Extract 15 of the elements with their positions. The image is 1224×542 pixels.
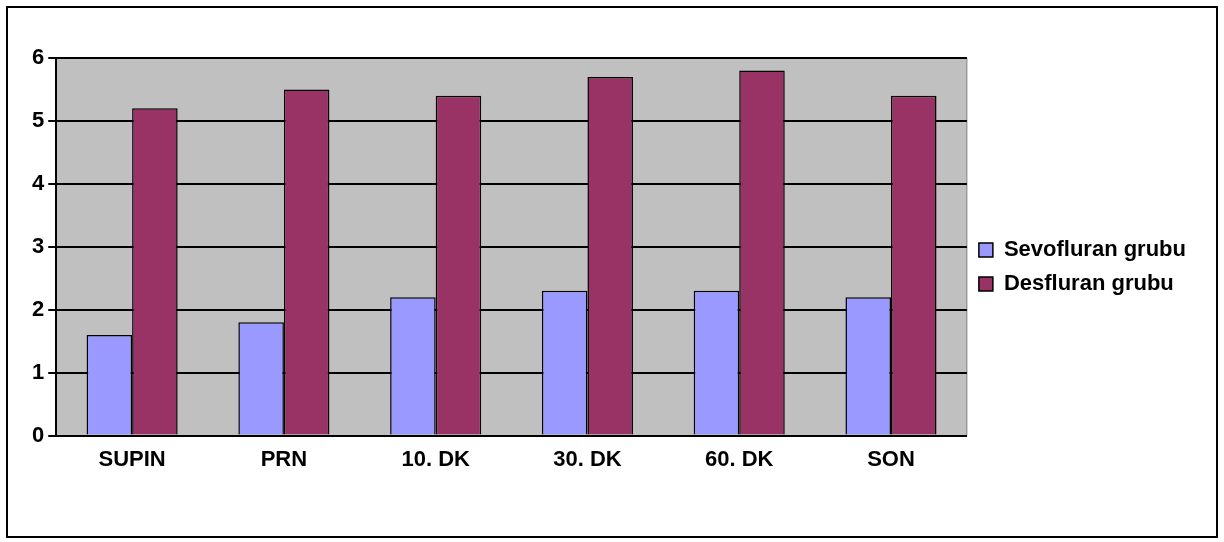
x-tick-label: SUPIN (98, 445, 166, 471)
y-tick-label: 3 (31, 232, 45, 258)
legend-label: Desfluran grubu (1003, 270, 1174, 296)
x-tick-label: 60. DK (704, 445, 774, 471)
y-tick-label: 2 (31, 295, 45, 321)
x-tick-label: SON (867, 445, 915, 471)
y-tick-label: 5 (31, 107, 45, 132)
y-tick-label: 6 (31, 44, 45, 70)
y-tick-label: 4 (31, 169, 45, 195)
legend-label: Sevofluran grubu (1003, 236, 1186, 262)
y-tick-label: 0 (31, 421, 45, 447)
x-tick-label: PRN (260, 445, 308, 471)
x-tick-label: 30. DK (553, 445, 622, 471)
x-tick-label: 10. DK (401, 445, 471, 471)
y-tick-label: 1 (31, 358, 45, 384)
